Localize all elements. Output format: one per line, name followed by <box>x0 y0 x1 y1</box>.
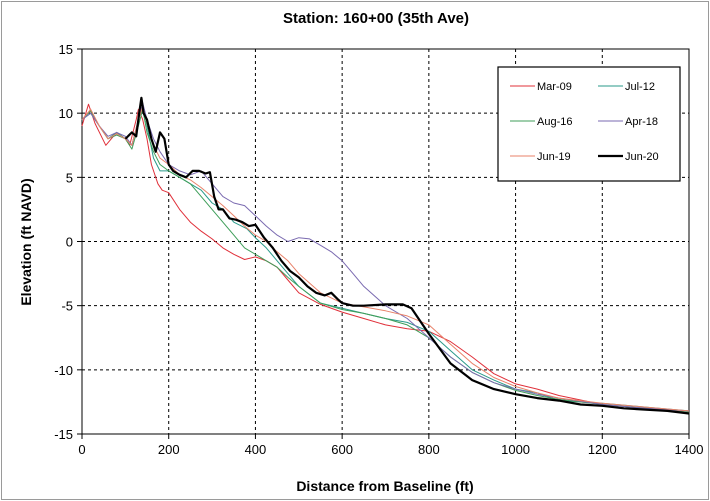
y-tick-label: 0 <box>66 235 73 250</box>
legend: Mar-09 Jul-12 Aug-16 Apr-18 Jun-19 Jun-20 <box>497 66 681 182</box>
legend-label: Jun-19 <box>537 151 571 163</box>
x-tick-label: 0 <box>78 442 85 457</box>
x-tick-label: 400 <box>245 442 267 457</box>
axis-ticks: 0 200 400 600 800 1000 1200 1400 -15 -10 -5 0 5 10 15 <box>54 42 703 457</box>
legend-label: Mar-09 <box>537 81 572 93</box>
legend-label: Jun-20 <box>625 151 659 163</box>
legend-label: Aug-16 <box>537 116 572 128</box>
legend-label: Apr-18 <box>625 116 658 128</box>
x-tick-label: 1200 <box>588 442 617 457</box>
x-tick-label: 1000 <box>501 442 530 457</box>
chart-title: Station: 160+00 (35th Ave) <box>283 10 469 27</box>
x-axis-label: Distance from Baseline (ft) <box>296 478 473 494</box>
series-line-jun-19 <box>81 106 690 412</box>
y-tick-label: 10 <box>59 106 73 121</box>
y-tick-label: -10 <box>54 363 73 378</box>
y-tick-label: 5 <box>66 170 73 185</box>
y-tick-label: -15 <box>54 427 73 442</box>
x-tick-label: 800 <box>418 442 440 457</box>
y-axis-label: Elevation (ft NAVD) <box>18 178 34 305</box>
series-line-mar-09 <box>81 103 690 413</box>
x-tick-label: 200 <box>158 442 180 457</box>
y-tick-label: 15 <box>59 42 73 57</box>
x-tick-label: 1400 <box>675 442 704 457</box>
y-tick-label: -5 <box>61 299 73 314</box>
series-group <box>81 96 690 415</box>
x-tick-label: 600 <box>331 442 353 457</box>
series-line-jun-20 <box>124 96 690 415</box>
legend-label: Jul-12 <box>625 81 655 93</box>
